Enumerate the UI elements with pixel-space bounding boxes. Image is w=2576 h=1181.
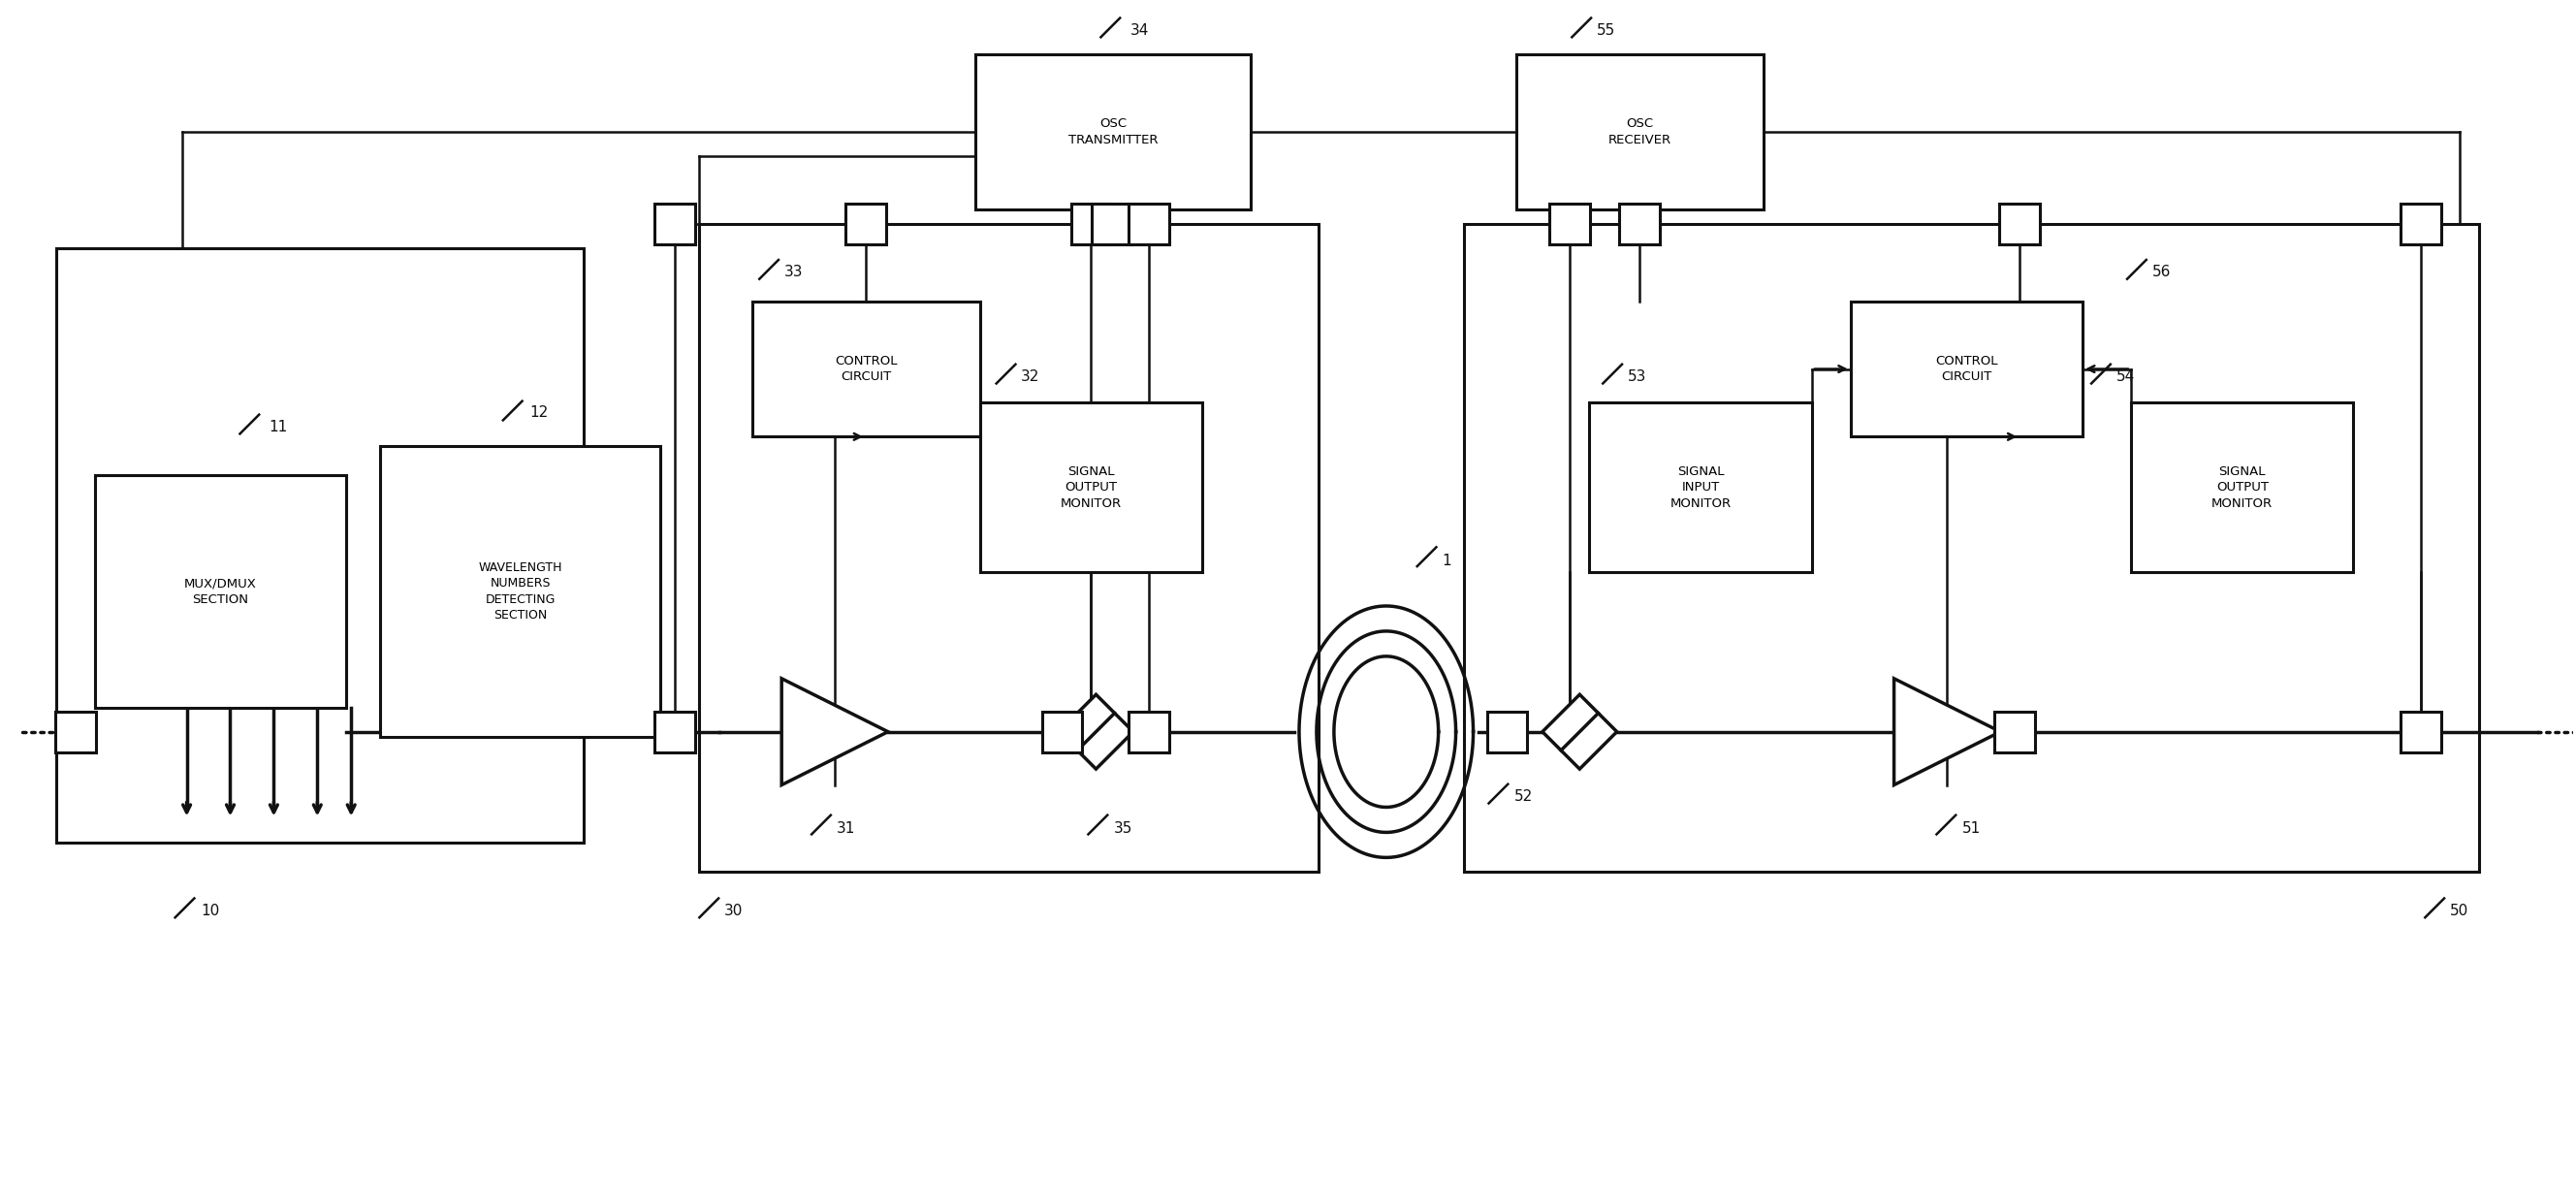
Text: 30: 30 xyxy=(724,903,742,918)
Text: OSC
RECEIVER: OSC RECEIVER xyxy=(1607,118,1672,146)
Bar xyxy=(1517,54,1765,209)
Bar xyxy=(1994,711,2035,752)
Text: 31: 31 xyxy=(837,821,855,836)
Text: WAVELENGTH
NUMBERS
DETECTING
SECTION: WAVELENGTH NUMBERS DETECTING SECTION xyxy=(479,561,562,621)
Bar xyxy=(1128,711,1170,752)
Bar xyxy=(752,301,979,437)
Bar xyxy=(54,711,95,752)
Text: MUX/DMUX
SECTION: MUX/DMUX SECTION xyxy=(185,578,258,606)
Text: CONTROL
CIRCUIT: CONTROL CIRCUIT xyxy=(835,354,896,384)
Bar xyxy=(1092,203,1133,244)
Polygon shape xyxy=(1543,694,1618,769)
Bar xyxy=(2401,203,2442,244)
Bar xyxy=(654,711,696,752)
Bar xyxy=(1551,203,1589,244)
Bar xyxy=(976,54,1252,209)
Bar xyxy=(381,446,659,737)
Bar xyxy=(1128,203,1170,244)
Polygon shape xyxy=(781,679,889,785)
Bar xyxy=(1072,203,1110,244)
Text: 51: 51 xyxy=(1963,821,1981,836)
Text: 56: 56 xyxy=(2154,265,2172,280)
Text: 55: 55 xyxy=(1597,24,1615,38)
Text: 50: 50 xyxy=(2450,903,2468,918)
Bar xyxy=(95,476,345,707)
Bar xyxy=(2130,403,2354,572)
Text: 1: 1 xyxy=(1443,553,1453,568)
Bar xyxy=(1486,711,1528,752)
Bar xyxy=(1041,711,1082,752)
Text: CONTROL
CIRCUIT: CONTROL CIRCUIT xyxy=(1935,354,1999,384)
Bar xyxy=(2401,711,2442,752)
Bar xyxy=(654,203,696,244)
Bar xyxy=(979,403,1203,572)
Polygon shape xyxy=(1893,679,2002,785)
Text: 53: 53 xyxy=(1628,370,1646,384)
Bar xyxy=(1850,301,2081,437)
Text: 33: 33 xyxy=(786,265,804,280)
Text: OSC
TRANSMITTER: OSC TRANSMITTER xyxy=(1069,118,1157,146)
Text: SIGNAL
OUTPUT
MONITOR: SIGNAL OUTPUT MONITOR xyxy=(2213,465,2272,510)
Polygon shape xyxy=(1059,694,1133,769)
Text: 10: 10 xyxy=(201,903,219,918)
Text: SIGNAL
OUTPUT
MONITOR: SIGNAL OUTPUT MONITOR xyxy=(1061,465,1121,510)
Text: 11: 11 xyxy=(268,419,289,435)
Text: 12: 12 xyxy=(531,405,549,419)
Bar xyxy=(57,248,582,843)
Bar xyxy=(1589,403,1811,572)
Bar xyxy=(701,224,1319,872)
Bar xyxy=(1620,203,1659,244)
Bar xyxy=(845,203,886,244)
Text: 32: 32 xyxy=(1020,370,1038,384)
Text: SIGNAL
INPUT
MONITOR: SIGNAL INPUT MONITOR xyxy=(1669,465,1731,510)
Text: 34: 34 xyxy=(1131,24,1149,38)
Text: 52: 52 xyxy=(1515,789,1533,804)
Text: 35: 35 xyxy=(1113,821,1133,836)
Bar xyxy=(1999,203,2040,244)
Text: 54: 54 xyxy=(2117,370,2136,384)
Bar xyxy=(1463,224,2478,872)
